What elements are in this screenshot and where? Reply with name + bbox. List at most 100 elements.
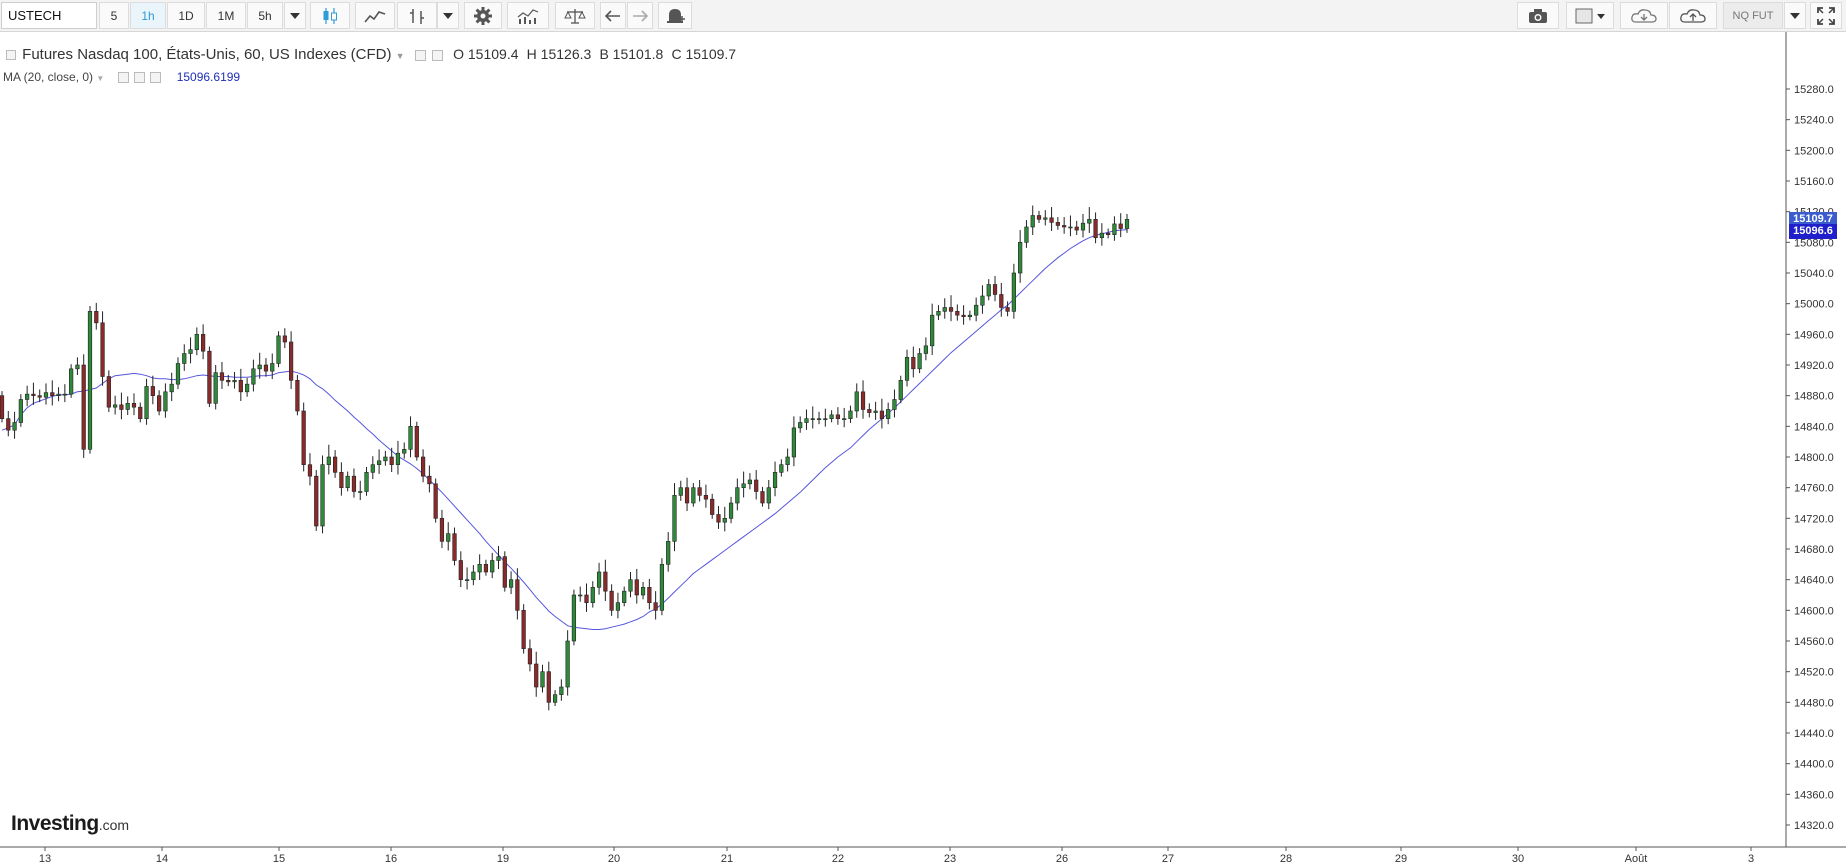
line-style-button[interactable]: [355, 2, 395, 29]
ohlc-low: B 15101.8: [599, 46, 664, 62]
cloud-upload-icon: [1680, 8, 1706, 23]
candle-body: [351, 475, 357, 492]
candle-body: [31, 393, 36, 396]
candle-body: [69, 368, 74, 395]
chevron-down-icon: [443, 12, 453, 19]
color-theme-button[interactable]: [1566, 2, 1614, 29]
candle-body: [804, 418, 809, 423]
chart-toolbar: USTECH 5 1h 1D 1M 5h: [0, 0, 1846, 32]
contract-dropdown[interactable]: [1784, 2, 1806, 29]
candles-style-button[interactable]: [310, 2, 350, 29]
symbol-input[interactable]: USTECH: [1, 2, 97, 29]
bar-style-button[interactable]: [397, 2, 437, 29]
candles-icon: [323, 7, 337, 24]
settings-button[interactable]: [464, 2, 502, 29]
fullscreen-button[interactable]: [1810, 2, 1842, 29]
load-chart-button[interactable]: [1620, 2, 1668, 29]
interval-1m-button[interactable]: 1M: [206, 2, 246, 29]
last-price-tag: 15109.7: [1789, 212, 1837, 228]
alert-button[interactable]: [658, 2, 692, 29]
candle-body: [458, 560, 463, 580]
redo-button[interactable]: [627, 2, 653, 29]
candle-body: [131, 403, 137, 408]
candle-body: [892, 399, 897, 410]
settings-gear-icon: [474, 6, 492, 25]
collapse-legend-icon[interactable]: [6, 50, 16, 61]
candle-body: [295, 380, 300, 412]
price-chart[interactable]: 14320.0 14360.0 14400.0 14440.0 14480.0 14520…: [0, 32, 1846, 866]
y-tick-label: 15160.0: [1794, 176, 1834, 188]
candle-body: [477, 564, 482, 573]
candle-body: [728, 502, 734, 519]
y-tick-label: 15240.0: [1794, 115, 1834, 127]
chart-style-dropdown[interactable]: [437, 2, 459, 29]
candle-body: [245, 383, 250, 393]
y-tick-label: 14360.0: [1794, 789, 1834, 801]
interval-1d-button[interactable]: 1D: [167, 2, 205, 29]
candle-body: [842, 418, 847, 420]
candle-body: [496, 556, 501, 561]
candle-body: [464, 579, 470, 581]
x-tick-label: 28: [1280, 853, 1292, 865]
candle-body: [138, 406, 143, 419]
indicators-button[interactable]: [507, 2, 549, 29]
candle-body: [609, 590, 614, 611]
eye-icon[interactable]: [414, 49, 426, 61]
ma-value: 15096.6199: [176, 70, 241, 84]
candle-body: [930, 314, 935, 347]
y-tick-label: 14480.0: [1794, 697, 1834, 709]
candle-body: [1036, 215, 1042, 220]
candle-body: [735, 487, 740, 504]
ma-price-tag: 15096.6: [1789, 224, 1837, 240]
eye-icon[interactable]: [117, 72, 129, 84]
close-icon[interactable]: [150, 72, 162, 84]
candle-body: [182, 353, 187, 364]
candle-body: [697, 487, 702, 496]
candle-body: [502, 556, 507, 588]
save-chart-button[interactable]: [1669, 2, 1717, 29]
candle-body: [923, 345, 928, 354]
candle-body: [207, 350, 212, 404]
candle-body: [974, 304, 979, 316]
candle-body: [263, 364, 269, 372]
chevron-down-icon[interactable]: ▼: [96, 74, 105, 83]
candle-body: [364, 472, 369, 492]
interval-1h-button[interactable]: 1h: [130, 2, 166, 29]
candle-body: [1068, 226, 1073, 229]
settings-icon[interactable]: [431, 49, 443, 61]
candle-body: [527, 648, 533, 665]
candle-body: [345, 475, 350, 488]
undo-button[interactable]: [600, 2, 626, 29]
candle-body: [628, 579, 633, 592]
candle-body: [12, 422, 17, 431]
contract-badge[interactable]: NQ FUT: [1723, 2, 1783, 29]
candle-body: [395, 452, 401, 465]
candle-body: [754, 479, 759, 492]
x-tick-label: 30: [1512, 853, 1524, 865]
compare-button[interactable]: [555, 2, 595, 29]
candle-body: [87, 311, 93, 450]
interval-5h-button[interactable]: 5h: [247, 2, 283, 29]
snapshot-button[interactable]: [1517, 2, 1559, 29]
candle-body: [772, 472, 778, 488]
candle-body: [703, 495, 709, 500]
x-tick-label: 13: [39, 853, 51, 865]
candle-body: [0, 395, 5, 419]
candle-body: [169, 383, 174, 393]
camera-icon: [1529, 8, 1547, 23]
candle-body: [452, 533, 457, 561]
interval-dropdown-button[interactable]: [284, 2, 306, 29]
candle-body: [18, 399, 23, 423]
x-tick-label: 23: [944, 853, 956, 865]
chevron-down-icon[interactable]: ▼: [395, 51, 405, 61]
candle-body: [596, 571, 602, 588]
x-tick-label: 15: [273, 853, 285, 865]
candle-body: [282, 335, 287, 343]
candle-body: [50, 392, 55, 396]
y-tick-label: 14720.0: [1794, 513, 1834, 525]
chevron-down-icon: [1790, 12, 1800, 19]
interval-5-button[interactable]: 5: [99, 2, 129, 29]
settings-icon[interactable]: [134, 72, 145, 84]
candle-body: [722, 518, 727, 523]
candle-body: [358, 491, 363, 493]
